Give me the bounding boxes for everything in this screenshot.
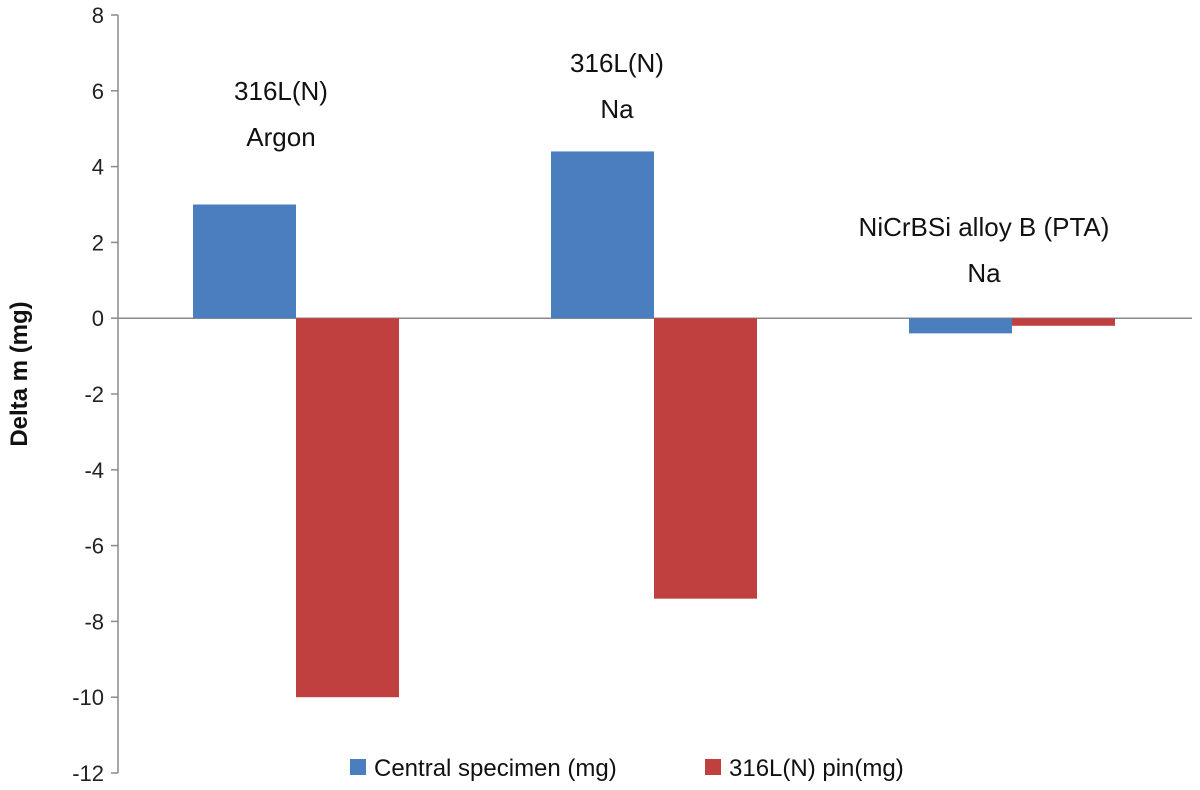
y-tick-label: -8	[84, 609, 104, 634]
group-label-line2: Na	[967, 258, 1001, 288]
bars	[193, 151, 1115, 698]
y-tick-label: -6	[84, 534, 104, 559]
bar-central-specimen-1	[193, 204, 296, 319]
y-tick-label: -4	[84, 458, 104, 483]
y-tick-label: -12	[72, 761, 104, 786]
legend-label-1: Central specimen (mg)	[374, 755, 617, 782]
group-label-line1: 316L(N)	[570, 48, 664, 78]
y-tick-label: 8	[92, 3, 104, 28]
group-label-line1: NiCrBSi alloy B (PTA)	[859, 212, 1110, 242]
y-tick-label: 2	[92, 230, 104, 255]
bar-pin-3	[1012, 318, 1115, 326]
group-labels: 316L(N) Argon 316L(N) Na NiCrBSi alloy B (PT…	[234, 48, 1109, 288]
y-tick-label: -10	[72, 685, 104, 710]
bar-central-specimen-3	[909, 318, 1012, 334]
legend-label-2: 316L(N) pin(mg)	[729, 755, 904, 782]
bar-pin-2	[654, 318, 757, 599]
legend-swatch-1	[350, 759, 366, 775]
y-tick-label: -2	[84, 382, 104, 407]
group-label-line1: 316L(N)	[234, 76, 328, 106]
group-label-line2: Argon	[246, 122, 315, 152]
bar-central-specimen-2	[551, 151, 654, 319]
legend-swatch-2	[705, 759, 721, 775]
bar-pin-1	[296, 318, 399, 698]
group-label-line2: Na	[600, 94, 634, 124]
y-tick-label: 0	[92, 306, 104, 331]
y-tick-label: 6	[92, 79, 104, 104]
y-axis-label: Delta m (mg)	[6, 301, 33, 446]
y-tick-label: 4	[92, 155, 104, 180]
legend: Central specimen (mg) 316L(N) pin(mg)	[350, 755, 904, 782]
